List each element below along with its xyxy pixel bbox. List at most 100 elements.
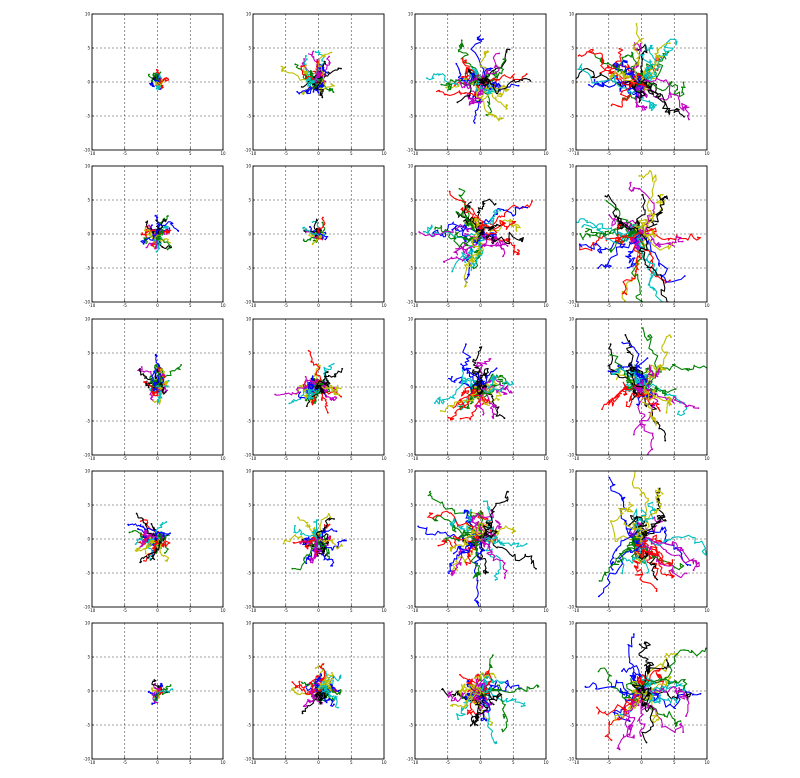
y-tick-label: 10 bbox=[85, 317, 91, 322]
trajectory-end-point bbox=[324, 554, 327, 557]
trajectory-line bbox=[639, 169, 657, 238]
trajectory-end-point bbox=[651, 373, 654, 376]
trajectories bbox=[418, 187, 533, 288]
trajectory-line bbox=[301, 687, 321, 714]
trajectory-end-point bbox=[503, 417, 506, 420]
trajectory-line bbox=[639, 541, 675, 579]
trajectory-line bbox=[456, 209, 482, 238]
trajectory-end-point bbox=[422, 230, 425, 233]
trajectory-end-point bbox=[328, 523, 331, 526]
trajectory-line bbox=[318, 81, 334, 93]
trajectory-line bbox=[615, 224, 642, 246]
y-tick-label: 10 bbox=[408, 12, 414, 17]
trajectory-end-point bbox=[458, 187, 461, 190]
x-tick-label: 5 bbox=[673, 303, 676, 308]
trajectory-end-point bbox=[578, 243, 581, 246]
y-tick-label: 10 bbox=[408, 164, 414, 169]
trajectory-end-point bbox=[485, 719, 488, 722]
trajectory-end-point bbox=[339, 675, 342, 678]
trajectory-end-point bbox=[323, 60, 326, 63]
trajectory-line bbox=[639, 674, 656, 694]
trajectory-end-point bbox=[151, 703, 154, 705]
trajectory-end-point bbox=[326, 380, 329, 383]
trajectories bbox=[584, 633, 707, 751]
trajectory-line bbox=[481, 670, 493, 694]
trajectory-line bbox=[621, 236, 642, 295]
trajectory-line bbox=[597, 535, 647, 598]
x-tick-label: 0 bbox=[479, 608, 482, 613]
trajectory-end-point bbox=[138, 368, 141, 370]
trajectory-line bbox=[640, 514, 667, 541]
trajectory-end-point bbox=[288, 402, 291, 405]
trajectory-end-point bbox=[447, 416, 450, 419]
trajectory-end-point bbox=[298, 680, 301, 683]
trajectory-line bbox=[643, 385, 676, 397]
trajectory-end-point bbox=[670, 96, 672, 98]
x-tick-label: 10 bbox=[543, 456, 549, 461]
x-tick-label: 5 bbox=[189, 608, 192, 613]
trajectory-line bbox=[614, 695, 641, 722]
trajectory-end-point bbox=[316, 219, 319, 222]
trajectory-end-point bbox=[655, 424, 657, 426]
y-tick-label: -10 bbox=[567, 757, 574, 762]
trajectory-end-point bbox=[517, 84, 520, 87]
trajectory-end-point bbox=[488, 358, 491, 361]
trajectory-end-point bbox=[155, 87, 158, 90]
trajectory-end-point bbox=[671, 559, 674, 561]
trajectory-end-point bbox=[511, 220, 514, 223]
trajectory-end-point bbox=[145, 221, 148, 224]
y-tick-label: -10 bbox=[567, 300, 574, 305]
trajectory-line bbox=[475, 80, 492, 95]
trajectory-end-point bbox=[651, 501, 654, 504]
x-tick-label: -10 bbox=[412, 456, 419, 461]
x-tick-label: 0 bbox=[479, 151, 482, 156]
trajectory-end-point bbox=[451, 523, 453, 525]
trajectory-end-point bbox=[440, 83, 443, 86]
trajectory-end-point bbox=[312, 50, 315, 53]
trajectory-end-point bbox=[570, 219, 572, 221]
trajectory-line bbox=[317, 680, 332, 692]
trajectory-end-point bbox=[157, 88, 160, 91]
trajectory-end-point bbox=[481, 100, 483, 103]
trajectory-end-point bbox=[311, 243, 314, 246]
trajectory-end-point bbox=[697, 407, 700, 410]
trajectory-end-point bbox=[139, 541, 142, 543]
trajectory-line bbox=[152, 690, 159, 704]
trajectory-end-point bbox=[166, 389, 169, 392]
trajectory-line bbox=[611, 81, 648, 108]
y-tick-label: 5 bbox=[87, 503, 90, 508]
trajectory-end-point bbox=[155, 363, 158, 366]
y-tick-label: 10 bbox=[569, 12, 575, 17]
trajectory-end-point bbox=[479, 713, 482, 716]
y-tick-label: -10 bbox=[83, 605, 90, 610]
trajectory-line bbox=[470, 234, 485, 272]
x-tick-label: 10 bbox=[543, 151, 549, 156]
x-tick-label: 10 bbox=[220, 608, 226, 613]
trajectory-line bbox=[315, 380, 328, 390]
trajectory-line bbox=[482, 376, 507, 395]
trajectory-end-point bbox=[505, 392, 508, 395]
panel-r4c2: -10 -5 0 5 10 10 5 0 -5 -10 bbox=[244, 469, 387, 614]
trajectory-end-point bbox=[297, 516, 299, 519]
trajectory-line bbox=[462, 343, 482, 389]
trajectory-end-point bbox=[154, 698, 157, 701]
x-tick-label: 10 bbox=[381, 760, 387, 765]
trajectory-line bbox=[455, 63, 479, 87]
trajectory-end-point bbox=[152, 377, 155, 380]
trajectory-line bbox=[139, 540, 162, 563]
y-tick-label: 0 bbox=[410, 689, 413, 694]
trajectory-line bbox=[151, 679, 160, 689]
trajectory-end-point bbox=[168, 379, 170, 382]
trajectory-end-point bbox=[485, 50, 487, 53]
trajectory-line bbox=[309, 541, 321, 564]
trajectory-line bbox=[641, 81, 671, 116]
trajectory-end-point bbox=[621, 341, 624, 344]
y-tick-label: -10 bbox=[83, 453, 90, 458]
trajectory-line bbox=[318, 386, 338, 402]
trajectory-line bbox=[478, 77, 531, 95]
trajectory-end-point bbox=[688, 118, 690, 121]
trajectory-end-point bbox=[475, 89, 477, 92]
trajectory-end-point bbox=[326, 371, 329, 374]
trajectory-end-point bbox=[127, 523, 130, 526]
trajectory-end-point bbox=[593, 78, 596, 81]
